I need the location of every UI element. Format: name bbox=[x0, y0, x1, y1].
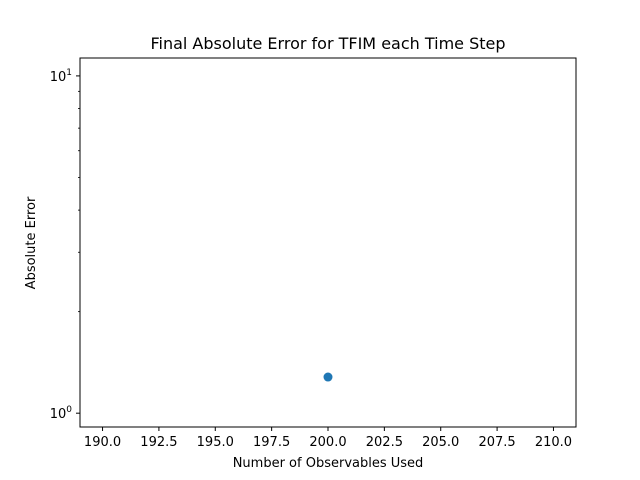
chart-title: Final Absolute Error for TFIM each Time … bbox=[150, 34, 505, 53]
x-tick-label: 205.0 bbox=[422, 435, 459, 450]
x-tick-label: 197.5 bbox=[253, 435, 290, 450]
x-axis-label: Number of Observables Used bbox=[233, 456, 424, 471]
y-tick-label: 101 bbox=[50, 68, 72, 85]
x-tick-label: 202.5 bbox=[366, 435, 403, 450]
y-tick-label: 100 bbox=[50, 405, 73, 422]
x-tick-label: 207.5 bbox=[478, 435, 515, 450]
x-axis-ticks: 190.0 192.5 195.0 197.5 200.0 202.5 205.0 207.5… bbox=[84, 427, 572, 450]
y-axis-label: Absolute Error bbox=[24, 196, 39, 289]
data-points bbox=[323, 372, 333, 382]
y-axis-ticks: 100 101 bbox=[50, 68, 80, 422]
x-tick-label: 195.0 bbox=[197, 435, 234, 450]
x-tick-label: 192.5 bbox=[140, 435, 177, 450]
x-tick-label: 210.0 bbox=[535, 435, 572, 450]
x-tick-label: 200.0 bbox=[309, 435, 346, 450]
data-point bbox=[323, 372, 333, 382]
plot-area bbox=[79, 57, 577, 428]
x-tick-label: 190.0 bbox=[84, 435, 121, 450]
